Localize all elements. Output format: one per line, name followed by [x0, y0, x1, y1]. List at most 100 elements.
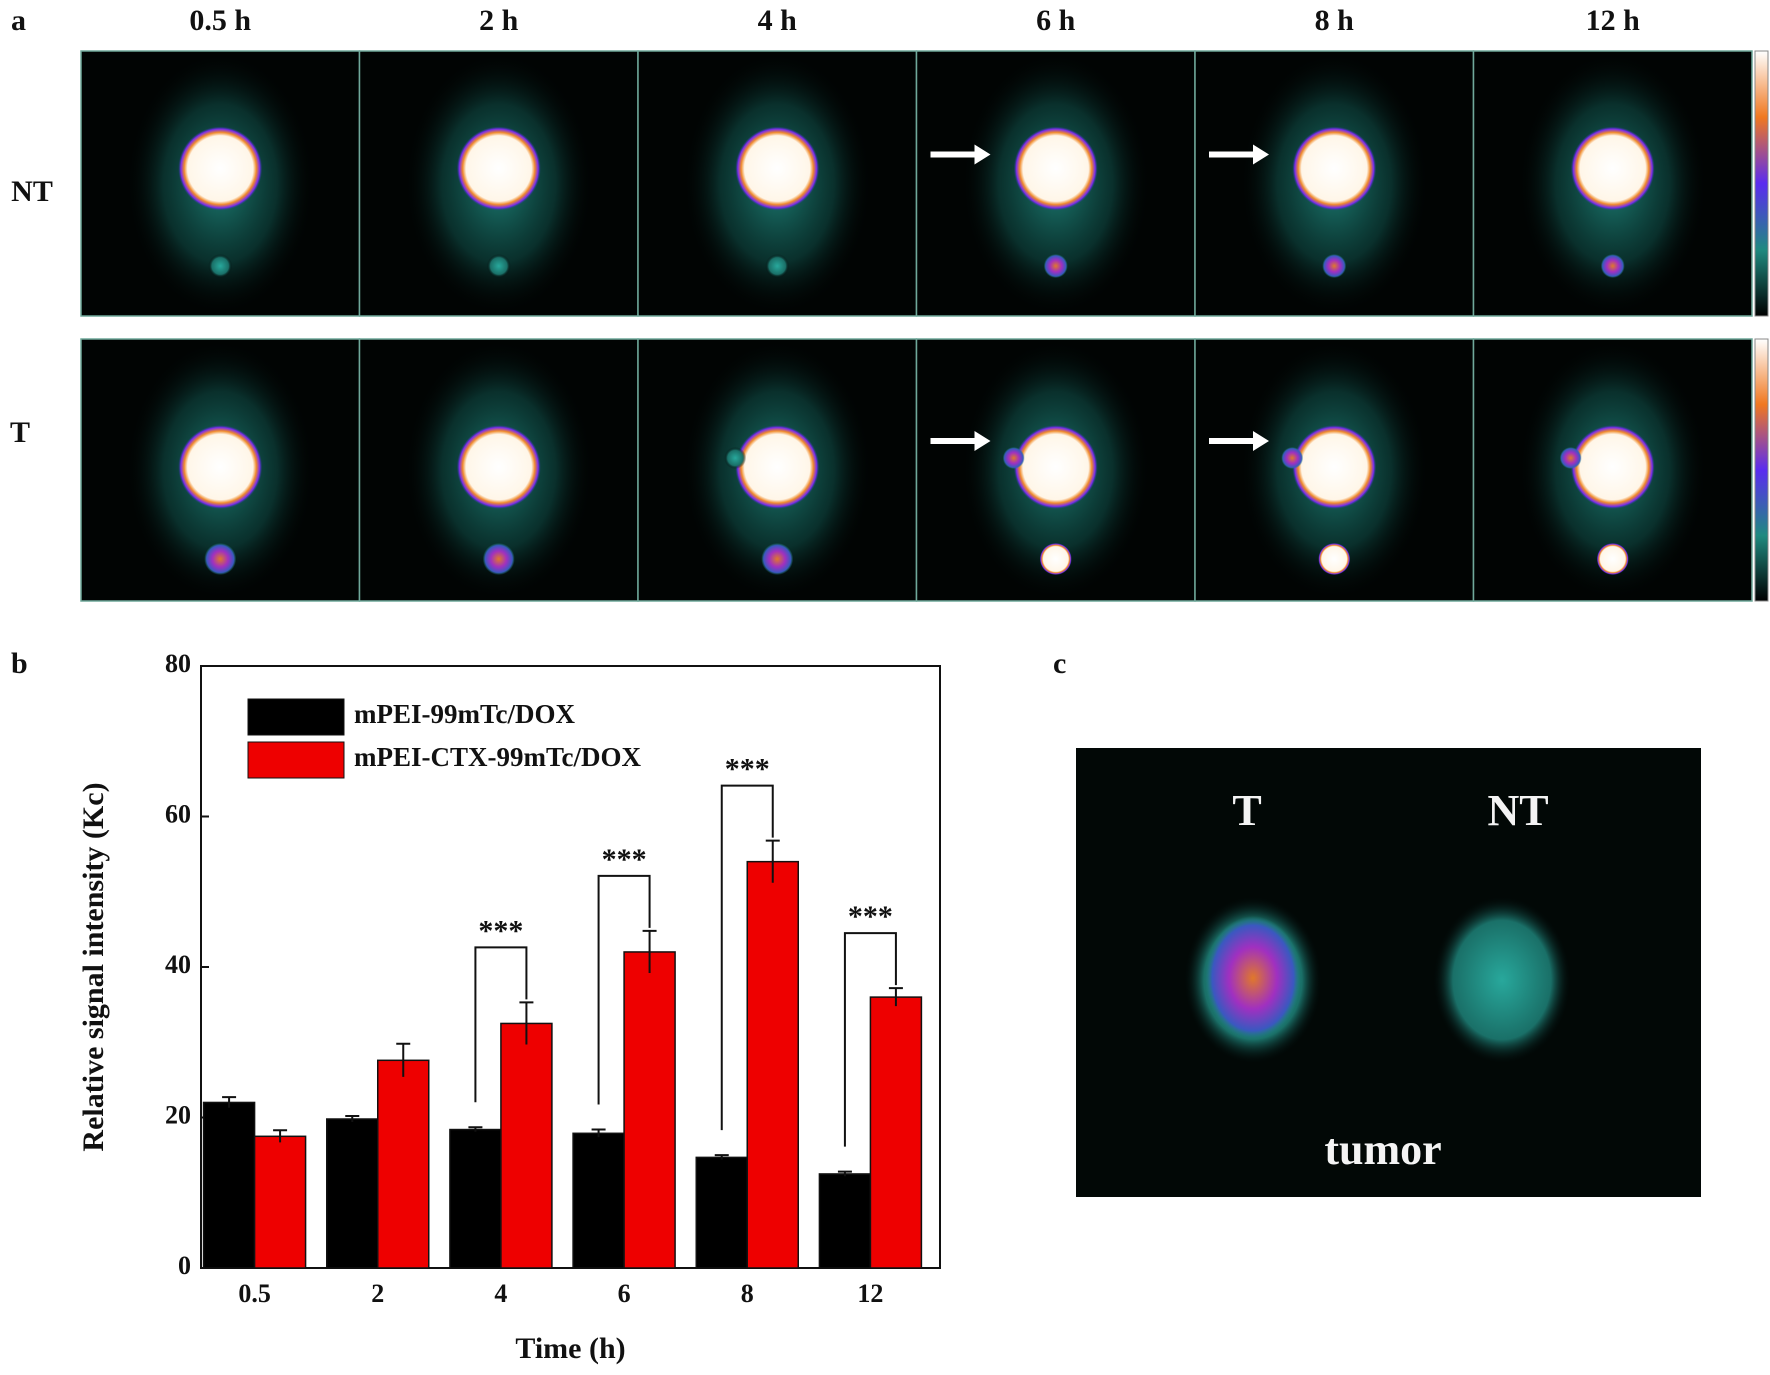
scan-image	[1076, 748, 1701, 1197]
liver	[735, 126, 820, 211]
legend-swatch	[247, 698, 345, 736]
x-tick-label: 0.5	[238, 1279, 271, 1308]
error-bar	[468, 1126, 483, 1132]
bladder	[1322, 254, 1347, 278]
bladder	[486, 254, 511, 278]
arrow	[1209, 144, 1269, 165]
liver	[1570, 126, 1655, 211]
bladder	[1318, 543, 1351, 575]
bar	[253, 1135, 307, 1269]
label: T	[1232, 786, 1261, 835]
caption: tumor	[1324, 1125, 1441, 1174]
bar	[623, 951, 676, 1269]
tumor-blob	[1205, 916, 1301, 1040]
time-label: 0.5 h	[189, 4, 251, 37]
bladder	[1596, 543, 1629, 575]
bar	[869, 996, 923, 1269]
error-bar	[222, 1096, 237, 1108]
significance-label: ***	[848, 900, 893, 933]
label: NT	[1487, 786, 1548, 835]
legend-label: mPEI-99mTc/DOX	[354, 699, 575, 729]
x-tick-label: 6	[618, 1279, 631, 1308]
error-bar	[765, 839, 780, 883]
panel-label: c	[1053, 647, 1066, 680]
arrow	[930, 431, 991, 451]
significance-bracket	[720, 784, 774, 1131]
liver	[1292, 126, 1377, 211]
significance-label: ***	[478, 914, 523, 947]
liver	[456, 126, 541, 211]
liver	[1013, 126, 1098, 211]
x-axis-label: Time (h)	[515, 1332, 625, 1365]
tumor	[1559, 447, 1582, 469]
bladder	[1043, 254, 1068, 278]
y-tick-label: 0	[178, 1251, 191, 1280]
significance-bracket	[843, 932, 897, 1147]
bladder	[1600, 254, 1625, 278]
bladder	[1039, 543, 1072, 575]
tumor	[724, 447, 747, 469]
row-label: T	[10, 416, 30, 449]
bar	[449, 1128, 502, 1269]
x-tick-label: 2	[371, 1279, 384, 1308]
liver	[1570, 425, 1655, 509]
bladder	[208, 254, 233, 278]
y-tick-label: 40	[165, 950, 191, 979]
significance-bracket	[597, 874, 651, 1105]
panel-c: T NT tumor	[1076, 748, 1701, 1197]
x-tick-label: 8	[741, 1279, 754, 1308]
panel-label: a	[11, 4, 26, 37]
liver	[1013, 425, 1098, 509]
y-tick-label: 60	[165, 799, 191, 828]
bar	[202, 1101, 256, 1269]
colorbar	[1754, 50, 1769, 317]
x-tick-label: 12	[857, 1279, 883, 1308]
bladder	[482, 543, 515, 575]
liver	[1292, 425, 1377, 509]
significance-bracket	[474, 946, 528, 1103]
significance-label: ***	[725, 752, 770, 785]
time-label: 4 h	[758, 4, 798, 37]
bar	[746, 860, 799, 1269]
liver	[178, 126, 263, 211]
error-bar	[396, 1042, 411, 1077]
y-tick-label: 20	[165, 1100, 191, 1129]
bar	[500, 1022, 553, 1269]
significance-label: ***	[602, 843, 647, 876]
tumor	[1002, 447, 1025, 469]
bladder	[761, 543, 794, 575]
bar	[572, 1132, 625, 1269]
time-label: 8 h	[1315, 4, 1355, 37]
arrow	[1209, 431, 1269, 451]
liver	[178, 425, 263, 509]
tumor-blob	[1432, 895, 1572, 1065]
legend-label: mPEI-CTX-99mTc/DOX	[354, 742, 641, 772]
liver	[735, 425, 820, 509]
error-bar	[273, 1129, 288, 1143]
x-tick-label: 4	[494, 1279, 507, 1308]
bar	[695, 1156, 748, 1269]
y-tick-label: 80	[165, 649, 191, 678]
bladder	[204, 543, 237, 575]
bar	[326, 1118, 379, 1269]
colorbar	[1754, 338, 1769, 602]
error-bar	[591, 1128, 606, 1138]
time-label: 6 h	[1036, 4, 1076, 37]
bar	[818, 1173, 872, 1269]
error-bar	[888, 987, 903, 1007]
error-bar	[519, 1001, 534, 1045]
row-label: NT	[11, 175, 53, 208]
time-label: 12 h	[1586, 4, 1641, 37]
panel-label: b	[11, 647, 28, 680]
time-label: 2 h	[479, 4, 519, 37]
tumor	[1281, 447, 1304, 469]
error-bar	[837, 1170, 852, 1177]
arrow	[930, 144, 991, 165]
liver	[456, 425, 541, 509]
legend-swatch	[247, 741, 345, 779]
error-bar	[714, 1154, 729, 1160]
bar	[377, 1059, 430, 1269]
error-bar	[345, 1114, 360, 1123]
bladder	[765, 254, 790, 278]
